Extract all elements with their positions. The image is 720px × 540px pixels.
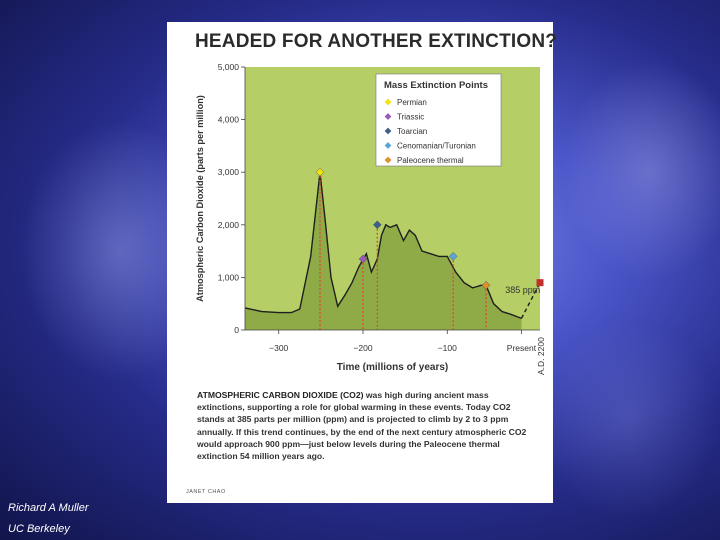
y-tick-label: 4,000 xyxy=(218,115,240,125)
co2-area xyxy=(245,172,522,330)
figure-title: HEADED FOR ANOTHER EXTINCTION? xyxy=(195,31,558,52)
extinction-point xyxy=(448,252,458,261)
legend-label: Cenomanian/Turonian xyxy=(397,142,476,151)
figure-caption: ATMOSPHERIC CARBON DIOXIDE (CO2) was hig… xyxy=(197,389,537,462)
background-glow xyxy=(540,320,720,520)
author-affiliation: UC Berkeley xyxy=(8,523,70,535)
author-name: Richard A Muller xyxy=(8,502,89,514)
caption-body: was high during ancient mass extinctions… xyxy=(197,390,527,462)
x-tick-label-future: A.D. 2200 xyxy=(536,337,546,375)
x-tick-label: Present xyxy=(507,343,537,353)
legend-title: Mass Extinction Points xyxy=(384,80,488,91)
legend-label: Toarcian xyxy=(397,127,427,136)
y-tick-label: 5,000 xyxy=(218,62,240,72)
y-tick-label: 0 xyxy=(234,325,239,335)
x-tick-label: −300 xyxy=(269,343,288,353)
legend-label: Triassic xyxy=(397,113,424,122)
extinction-point xyxy=(481,280,491,290)
y-tick-label: 2,000 xyxy=(218,220,240,230)
co2-chart: 385 ppm 0 1,000 2,000 3,000 4,000 5,000 −300 −20… xyxy=(195,62,546,375)
x-tick-label: −100 xyxy=(438,343,457,353)
legend-label: Permian xyxy=(397,98,427,107)
x-tick-label: −200 xyxy=(353,343,372,353)
extinction-point xyxy=(358,254,368,264)
y-tick-label: 3,000 xyxy=(218,167,240,177)
co2-line xyxy=(244,172,522,320)
extinction-point xyxy=(372,220,382,230)
y-axis-label: Atmospheric Carbon Dioxide (parts per mi… xyxy=(195,95,205,302)
background-glow xyxy=(560,60,720,280)
projection-endpoint xyxy=(536,279,544,287)
y-tick-label: 1,000 xyxy=(218,272,240,282)
x-axis-label: Time (millions of years) xyxy=(337,362,449,373)
legend-label: Paleocene thermal xyxy=(397,156,464,165)
figure-credit: JANET CHAO xyxy=(186,489,226,495)
caption-lead: ATMOSPHERIC CARBON DIOXIDE (CO2) xyxy=(197,390,364,400)
current-ppm-label: 385 ppm xyxy=(505,285,540,295)
extinction-point xyxy=(315,167,325,177)
legend-box xyxy=(375,73,502,167)
